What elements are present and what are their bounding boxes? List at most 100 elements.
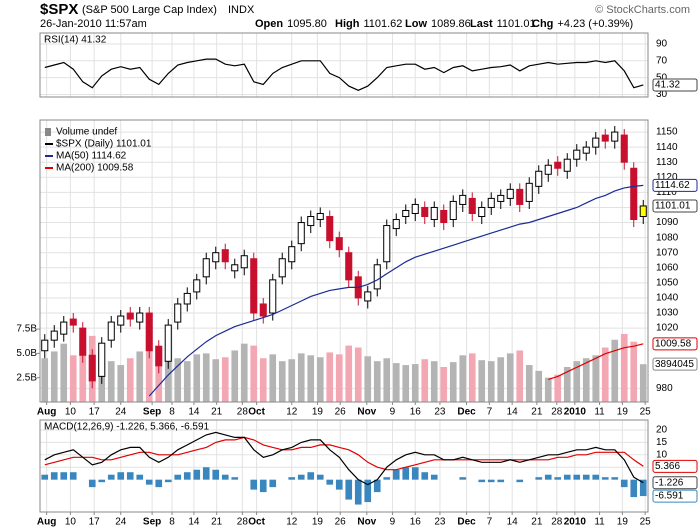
candle-body [250,258,258,314]
bar [601,347,609,402]
x-tick-label: 21 [531,517,543,528]
candle-body [193,279,201,293]
candle-body [478,206,486,218]
end-label-box [652,357,698,371]
candle-body [345,252,353,281]
bar [535,477,543,480]
candle-body [316,212,324,221]
bar [60,472,68,480]
bar [354,479,362,505]
end-label: 1101.01 [655,201,691,212]
panel-frame [39,119,649,403]
bar [41,358,49,402]
bar [259,358,267,402]
end-label-box [652,337,698,351]
series-line [44,58,644,91]
x-tick-label: 19 [312,407,324,418]
bar [202,467,210,480]
bar [117,472,125,480]
x-tick-label: Nov [357,407,376,418]
bar [421,359,429,402]
bar [60,343,68,402]
y-tick-label: 1030 [656,308,679,319]
bar [297,474,305,480]
y2-tick-label: 5.0B [16,348,37,359]
legend-label: Volume undef [56,127,117,138]
y-tick-label: 1150 [656,127,678,138]
bar [193,469,201,480]
panel-frame [39,32,649,98]
bar [573,361,581,402]
bar [392,469,400,480]
x-tick-label: 10 [65,517,77,528]
bar [601,477,609,480]
bar [611,477,619,480]
candle-body [497,194,505,202]
x-tick-label: 9 [390,517,396,528]
x-tick-label: 19 [617,517,629,528]
end-label-box [652,178,698,192]
bar [573,474,581,480]
end-label-box [652,489,698,503]
bar [383,477,391,480]
candle-body [430,206,438,221]
y-tick-label: 1140 [656,142,678,153]
candle-body [440,209,448,224]
bar [373,361,381,402]
bar [639,364,647,402]
x-tick-label: Oct [248,407,265,418]
bar [345,345,353,402]
x-tick-label: 24 [115,407,127,418]
end-label-box [652,78,698,92]
bar [107,361,115,402]
bar [183,472,191,480]
x-tick-label: 28 [237,407,249,418]
bar [364,479,372,503]
candle-body [136,312,144,323]
end-label-box [652,459,698,473]
bar [345,479,353,500]
x-tick-label: 12 [286,407,298,418]
bar [411,364,419,402]
stat-value: 1095.80 [287,18,327,30]
bar [449,362,457,402]
x-tick-label: 16 [410,407,422,418]
y2-tick-label: 7.5B [16,324,37,335]
candle-body [468,197,476,214]
bar [373,479,381,493]
candle-body [145,312,153,352]
y-tick-label: 1020 [656,323,679,334]
bar [155,348,163,402]
bar [174,358,182,402]
candle-body [98,342,106,377]
bar [402,365,410,402]
y-tick-label: 70 [656,55,668,66]
bar [335,354,343,402]
y-tick-label: 20 [656,425,668,436]
candle-body [421,206,429,218]
stat-value: 1101.01 [497,18,536,30]
candle-body [449,200,457,221]
x-tick-label: Oct [248,517,265,528]
legend-swatch [45,128,51,136]
bar [250,345,258,402]
bar [544,474,552,480]
panel-frame [39,419,649,513]
stat-label: High [335,18,360,30]
candle-body [487,197,495,208]
y-tick-label: 15 [656,437,668,448]
bar [69,472,77,480]
end-label: 3894045 [655,359,694,370]
bar [459,355,467,402]
end-label-box [652,476,698,490]
x-tick-label: 14 [507,407,519,418]
candle-body [364,291,372,302]
x-tick-label: 8 [169,517,175,528]
bar [582,358,590,402]
x-tick-label: 28 [551,407,563,418]
candle-body [563,158,571,172]
end-label: 1114.62 [655,180,690,191]
y-tick-label: 1060 [656,262,679,273]
candle-body [69,318,77,326]
candle-body [60,321,68,335]
